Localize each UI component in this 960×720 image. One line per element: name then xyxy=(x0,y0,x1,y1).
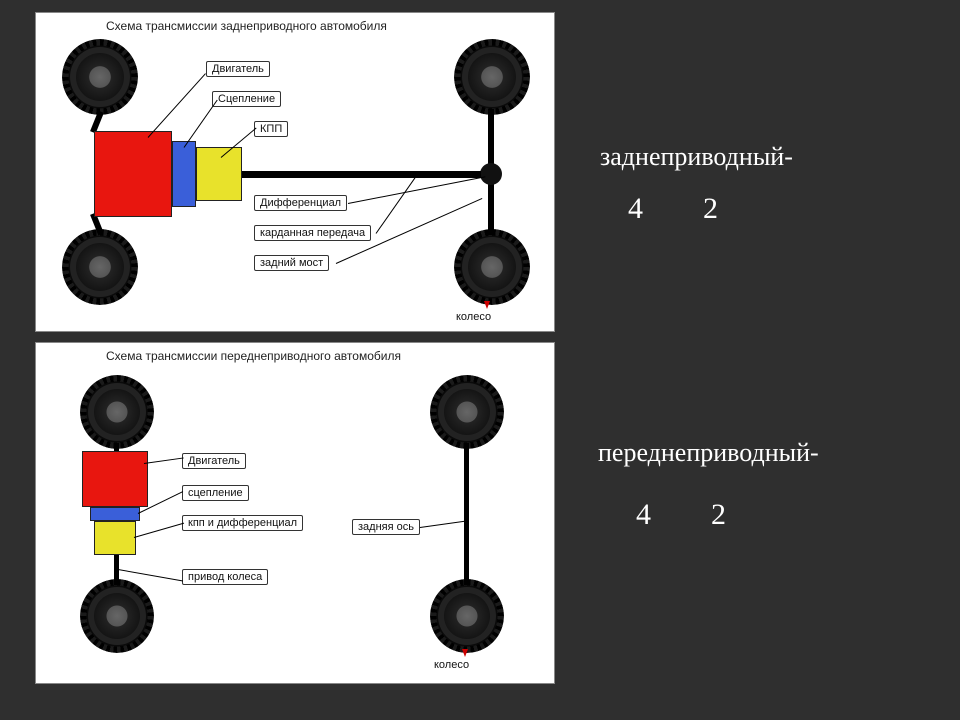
front-drive-heading: переднеприводный- xyxy=(598,438,819,468)
label-cardan: карданная передача xyxy=(254,225,371,241)
label-engine: Двигатель xyxy=(206,61,270,77)
fwd-wheel-front-right xyxy=(434,379,500,445)
label-gearbox: КПП xyxy=(254,121,288,137)
leader-differential xyxy=(348,176,486,204)
wheel-arrow-bottom xyxy=(462,649,468,657)
leader-fwd-engine xyxy=(144,457,184,464)
engine-block xyxy=(94,131,172,217)
leader-fwd-gearbox xyxy=(134,523,184,538)
top-panel-title: Схема трансмиссии заднеприводного автомо… xyxy=(106,19,387,33)
differential-node xyxy=(480,163,502,185)
fwd-rear-axle xyxy=(464,443,469,585)
wheel-rear-left-top xyxy=(66,233,134,301)
label-fwd-clutch: сцепление xyxy=(182,485,249,501)
driveshaft xyxy=(241,171,481,178)
label-fwd-wheel: колесо xyxy=(434,659,469,671)
label-fwd-wheel-drive: привод колеса xyxy=(182,569,268,585)
label-fwd-gearbox-diff: кпп и дифференциал xyxy=(182,515,303,531)
wheel-rear-right xyxy=(458,233,526,301)
front-wheel-drive-diagram: Схема трансмиссии переднеприводного авто… xyxy=(35,342,555,684)
label-fwd-rear-axis: задняя ось xyxy=(352,519,420,535)
label-wheel-top: колесо xyxy=(456,311,491,323)
gearbox-block xyxy=(196,147,242,201)
fwd-wheel-rear-right xyxy=(434,583,500,649)
rear-drive-nums: 4 2 xyxy=(628,192,724,226)
leader-fwd-rear-axis xyxy=(420,521,466,528)
label-clutch: Сцепление xyxy=(212,91,281,107)
wheel-front-right xyxy=(458,43,526,111)
fwd-engine-block xyxy=(82,451,148,507)
label-fwd-engine: Двигатель xyxy=(182,453,246,469)
front-drive-nums: 4 2 xyxy=(636,498,732,532)
fwd-gearbox-block xyxy=(94,521,136,555)
bottom-panel-title: Схема трансмиссии переднеприводного авто… xyxy=(106,349,401,363)
label-differential: Дифференциал xyxy=(254,195,347,211)
clutch-block xyxy=(172,141,196,207)
rear-wheel-drive-diagram: Схема трансмиссии заднеприводного автомо… xyxy=(35,12,555,332)
leader-cardan xyxy=(376,176,417,234)
fwd-clutch-block xyxy=(90,507,140,521)
fwd-wheel-front-left xyxy=(84,379,150,445)
label-rear-axle: задний мост xyxy=(254,255,329,271)
fwd-wheel-rear-left xyxy=(84,583,150,649)
wheel-arrow-top xyxy=(484,301,490,309)
wheel-front-left xyxy=(66,43,134,111)
rear-drive-heading: заднеприводный- xyxy=(600,142,793,172)
leader-clutch xyxy=(184,100,218,148)
